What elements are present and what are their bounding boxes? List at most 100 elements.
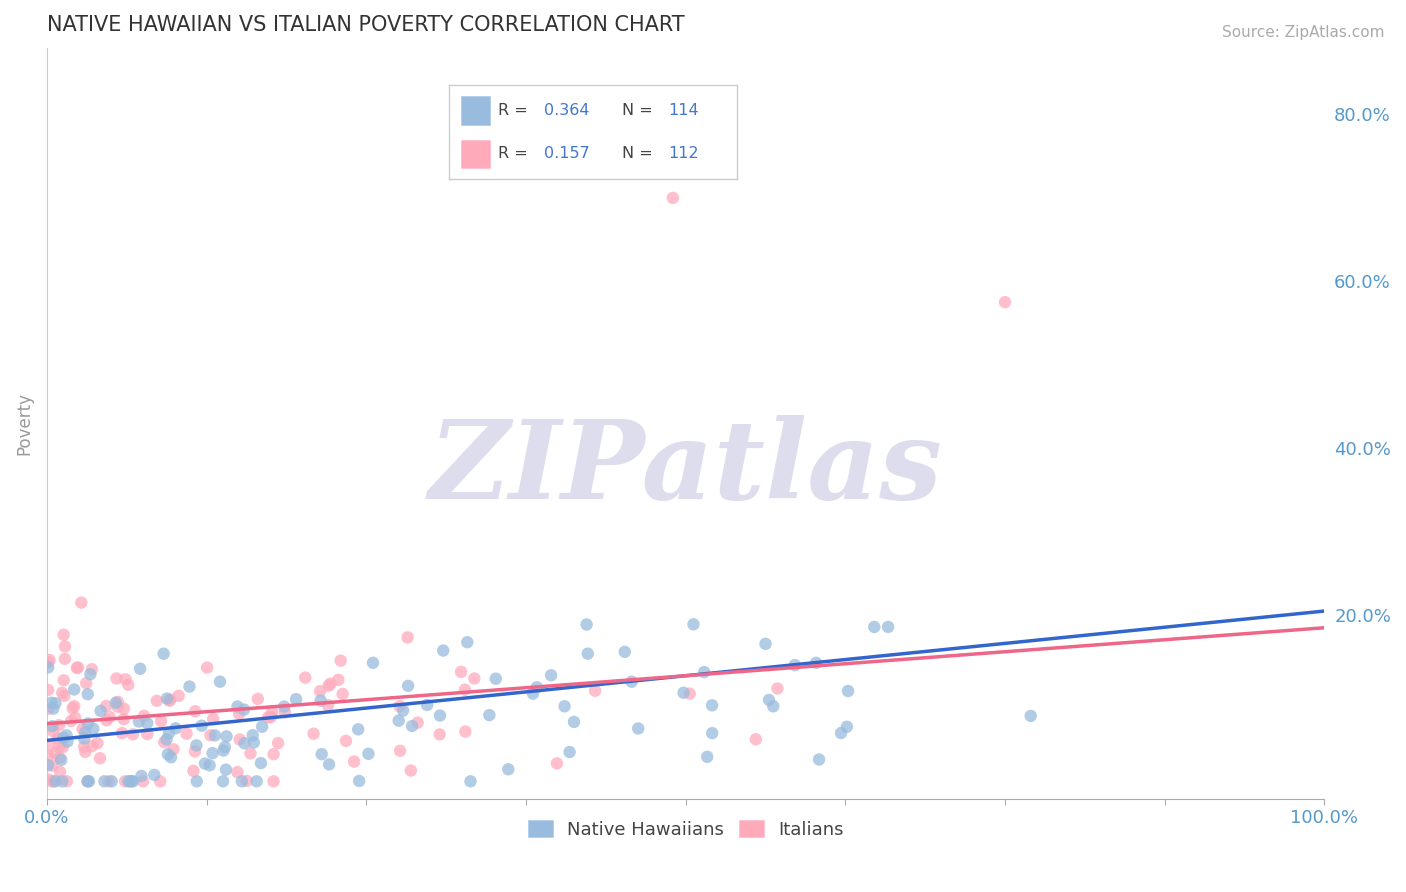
Point xyxy=(260,710,283,724)
Point xyxy=(96,713,118,727)
Point xyxy=(575,617,598,632)
Point xyxy=(73,739,96,754)
Point xyxy=(60,714,83,728)
Point xyxy=(200,728,222,742)
Point xyxy=(202,712,225,726)
Point xyxy=(332,687,354,701)
Point xyxy=(273,699,295,714)
Point xyxy=(388,699,411,714)
Point xyxy=(70,596,93,610)
Point xyxy=(396,679,419,693)
Point xyxy=(72,722,94,736)
Point xyxy=(478,708,501,723)
Point xyxy=(229,732,252,747)
Point xyxy=(309,684,332,698)
Point xyxy=(66,661,89,675)
Point xyxy=(239,747,262,761)
Point xyxy=(454,682,477,697)
Point xyxy=(37,748,59,763)
Point xyxy=(77,716,100,731)
Point xyxy=(48,739,70,754)
Point xyxy=(835,720,858,734)
Point xyxy=(42,774,65,789)
Point xyxy=(183,764,205,778)
Point xyxy=(212,774,235,789)
Point xyxy=(179,680,201,694)
Point xyxy=(700,698,723,713)
Point xyxy=(146,694,169,708)
Point xyxy=(311,747,333,761)
Point xyxy=(1019,709,1042,723)
Point xyxy=(80,662,103,676)
Point xyxy=(75,745,97,759)
Point xyxy=(46,731,69,746)
Point xyxy=(98,710,121,724)
Point xyxy=(184,744,207,758)
Point xyxy=(526,680,548,694)
Point xyxy=(546,756,568,771)
Y-axis label: Poverty: Poverty xyxy=(15,392,32,455)
Point xyxy=(167,689,190,703)
Point xyxy=(432,643,454,657)
Point xyxy=(485,672,508,686)
Point xyxy=(63,711,86,725)
Point xyxy=(246,774,269,789)
Point xyxy=(429,708,451,723)
Point xyxy=(100,774,122,789)
Point xyxy=(132,709,155,723)
Point xyxy=(53,689,76,703)
Point xyxy=(613,645,636,659)
Point xyxy=(235,773,257,788)
Point xyxy=(37,682,59,697)
Point xyxy=(41,758,63,772)
Point xyxy=(246,691,269,706)
Point xyxy=(51,686,73,700)
Point xyxy=(329,654,352,668)
Point xyxy=(679,687,702,701)
Point xyxy=(745,732,768,747)
Point xyxy=(215,730,238,744)
Point xyxy=(51,774,73,789)
Point xyxy=(157,726,180,740)
Point xyxy=(302,727,325,741)
Point xyxy=(682,617,704,632)
Point xyxy=(214,740,236,755)
Point xyxy=(877,620,900,634)
Point xyxy=(226,765,249,780)
Point xyxy=(186,739,208,753)
Point xyxy=(63,699,86,714)
Point xyxy=(540,668,562,682)
Point xyxy=(392,703,415,717)
Point xyxy=(558,745,581,759)
Point xyxy=(52,673,75,688)
Point xyxy=(159,692,181,706)
Point xyxy=(335,734,357,748)
Point xyxy=(361,656,384,670)
Point xyxy=(388,714,411,728)
Text: Source: ZipAtlas.com: Source: ZipAtlas.com xyxy=(1222,25,1385,40)
Point xyxy=(318,679,340,693)
Point xyxy=(429,727,451,741)
Point xyxy=(250,720,273,734)
Point xyxy=(42,701,65,715)
Point xyxy=(454,724,477,739)
Point xyxy=(37,738,59,752)
Point xyxy=(562,714,585,729)
Point xyxy=(48,751,70,765)
Point xyxy=(120,774,142,789)
Point xyxy=(107,695,129,709)
Point xyxy=(37,660,59,674)
Point xyxy=(117,774,139,789)
Point xyxy=(156,747,179,762)
Point xyxy=(114,774,136,789)
Point xyxy=(804,656,827,670)
Point xyxy=(399,764,422,778)
Point xyxy=(117,678,139,692)
Point xyxy=(157,694,180,708)
Point xyxy=(66,660,89,674)
Point xyxy=(190,719,212,733)
Point xyxy=(576,647,599,661)
Point xyxy=(285,692,308,706)
Point xyxy=(114,673,136,687)
Point xyxy=(156,691,179,706)
